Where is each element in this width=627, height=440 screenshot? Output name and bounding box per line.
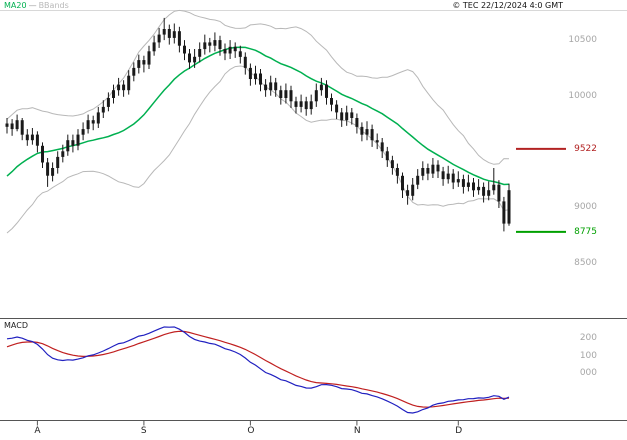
y-axis-price-label: 9000 xyxy=(574,201,597,212)
x-axis-month-label: N xyxy=(353,426,361,436)
ma20-legend-label: MA20 xyxy=(4,1,27,10)
x-axis-month-label: S xyxy=(140,426,147,436)
y-axis-price-label: 10500 xyxy=(568,35,597,46)
macd-axis-label: 000 xyxy=(579,368,597,379)
copyright-text: © TEC 22/12/2024 4:0 GMT xyxy=(452,1,563,10)
macd-axis-label: 200 xyxy=(579,333,597,344)
price-level-label: 9522 xyxy=(574,143,597,154)
x-axis-month-label: O xyxy=(247,426,255,436)
bbands-legend-label: BBands xyxy=(38,1,69,10)
y-axis-price-label: 10000 xyxy=(568,90,597,101)
y-axis-price-label: 8500 xyxy=(574,257,597,268)
x-axis-month-label: A xyxy=(34,426,41,436)
legend: MA20— BBands xyxy=(4,1,69,11)
macd-axis-label: 100 xyxy=(579,350,597,361)
x-axis-month-label: D xyxy=(455,426,463,436)
legend-separator: — xyxy=(28,1,37,10)
macd-panel-title: MACD xyxy=(4,321,28,330)
price-level-label: 8775 xyxy=(574,226,597,237)
